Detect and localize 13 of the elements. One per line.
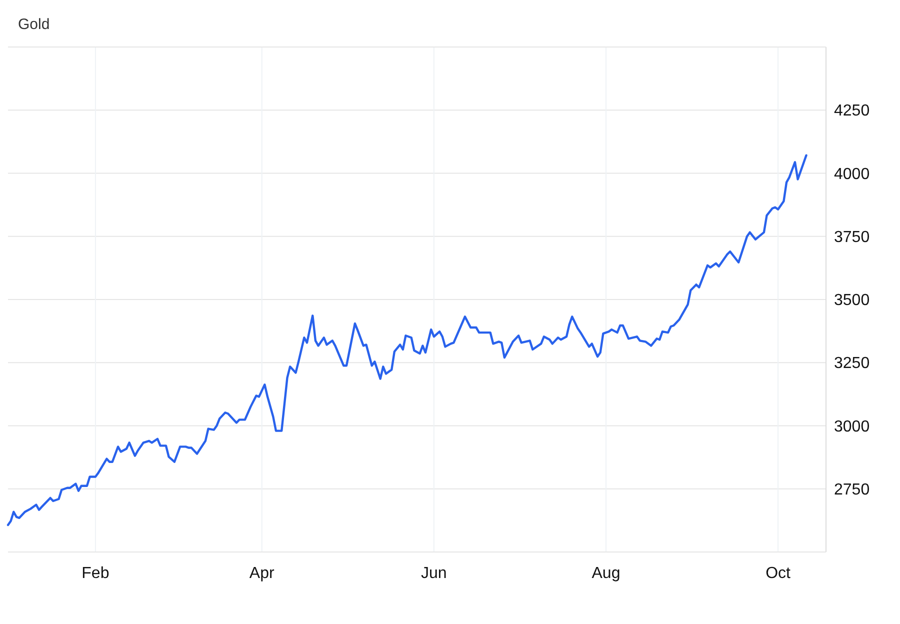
y-tick-label: 4000 [834, 166, 870, 183]
x-tick-label: Aug [592, 565, 620, 582]
y-tick-label: 3250 [834, 355, 870, 372]
y-tick-label: 3750 [834, 228, 870, 246]
y-tick-label: 3000 [834, 418, 870, 436]
y-tick-label: 2750 [834, 481, 870, 498]
x-tick-label: Feb [82, 565, 110, 582]
chart-title: Gold [18, 16, 50, 33]
x-tick-label: Oct [766, 565, 792, 582]
x-tick-label: Apr [249, 565, 275, 582]
x-tick-label: Jun [421, 565, 447, 582]
y-tick-label: 4250 [834, 102, 870, 120]
y-tick-label: 3500 [834, 292, 870, 310]
